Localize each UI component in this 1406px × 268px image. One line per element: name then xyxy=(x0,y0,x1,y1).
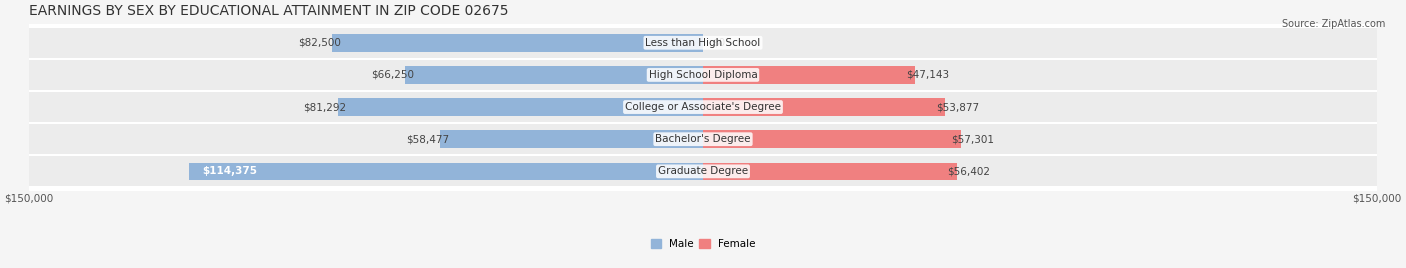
Bar xyxy=(188,162,703,180)
Text: Graduate Degree: Graduate Degree xyxy=(658,166,748,176)
Text: High School Diploma: High School Diploma xyxy=(648,70,758,80)
Bar xyxy=(703,66,915,84)
Text: $81,292: $81,292 xyxy=(304,102,347,112)
Text: Source: ZipAtlas.com: Source: ZipAtlas.com xyxy=(1281,19,1385,29)
Text: $47,143: $47,143 xyxy=(905,70,949,80)
Text: $57,301: $57,301 xyxy=(952,134,994,144)
Text: College or Associate's Degree: College or Associate's Degree xyxy=(626,102,780,112)
Bar xyxy=(405,66,703,84)
Text: $82,500: $82,500 xyxy=(298,38,342,48)
Bar xyxy=(703,98,945,116)
Text: $56,402: $56,402 xyxy=(948,166,990,176)
Bar xyxy=(332,34,703,52)
Text: Less than High School: Less than High School xyxy=(645,38,761,48)
Bar xyxy=(28,155,1378,187)
Bar xyxy=(28,123,1378,155)
Bar xyxy=(28,27,1378,59)
Text: $53,877: $53,877 xyxy=(936,102,980,112)
Text: $66,250: $66,250 xyxy=(371,70,415,80)
Text: EARNINGS BY SEX BY EDUCATIONAL ATTAINMENT IN ZIP CODE 02675: EARNINGS BY SEX BY EDUCATIONAL ATTAINMEN… xyxy=(28,4,509,18)
Bar xyxy=(337,98,703,116)
Legend: Male, Female: Male, Female xyxy=(651,239,755,249)
Text: $0: $0 xyxy=(711,38,725,48)
Bar xyxy=(28,91,1378,123)
Bar xyxy=(703,162,956,180)
Text: $114,375: $114,375 xyxy=(202,166,257,176)
Bar xyxy=(703,130,960,148)
Text: Bachelor's Degree: Bachelor's Degree xyxy=(655,134,751,144)
Bar xyxy=(28,59,1378,91)
Bar xyxy=(440,130,703,148)
Text: $58,477: $58,477 xyxy=(406,134,449,144)
